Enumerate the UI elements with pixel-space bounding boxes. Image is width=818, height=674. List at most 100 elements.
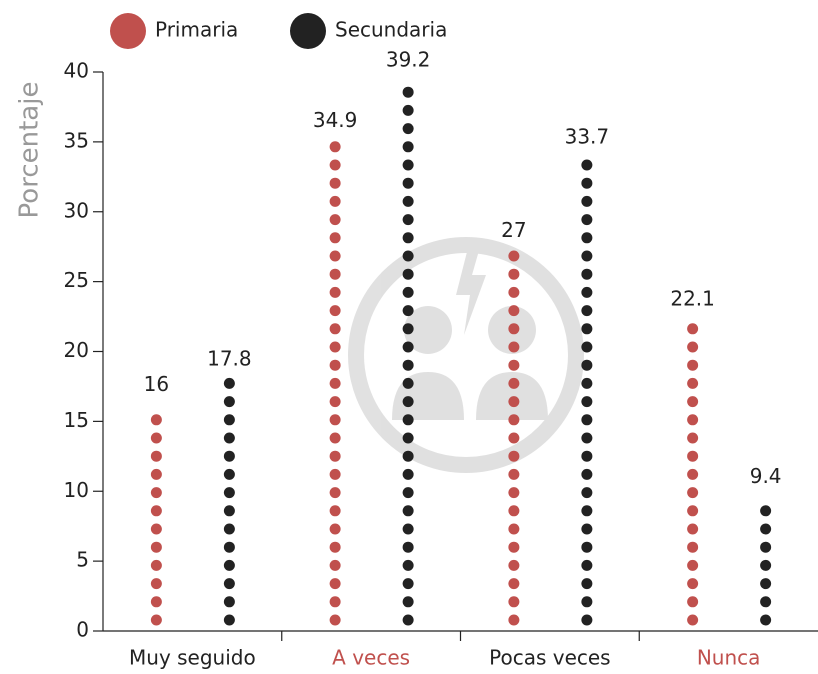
dot (329, 468, 341, 480)
x-tick-label: Muy seguido (129, 646, 256, 670)
dot (223, 505, 235, 517)
dot (150, 505, 162, 517)
legend-swatch (290, 13, 326, 49)
dot (223, 578, 235, 590)
dot (223, 414, 235, 426)
dot (223, 523, 235, 535)
dot (687, 559, 699, 571)
dot (402, 578, 414, 590)
y-tick-label: 10 (64, 478, 89, 502)
dot (687, 614, 699, 626)
dot (687, 487, 699, 499)
dot (402, 123, 414, 135)
y-tick-label: 20 (64, 338, 89, 362)
dot (150, 541, 162, 553)
dot (581, 614, 593, 626)
y-tick-label: 15 (64, 408, 89, 432)
dot (687, 523, 699, 535)
dot (687, 377, 699, 389)
dot-bar (150, 414, 162, 626)
dot (150, 432, 162, 444)
dot-bar (760, 505, 772, 626)
dot (402, 214, 414, 226)
y-tick-label: 30 (64, 198, 89, 222)
dot (150, 523, 162, 535)
dot (687, 468, 699, 480)
dot (150, 578, 162, 590)
dot (581, 159, 593, 171)
dot (402, 559, 414, 571)
dot (508, 450, 520, 462)
dot (329, 141, 341, 153)
dot (150, 468, 162, 480)
dot (329, 450, 341, 462)
dot (402, 341, 414, 353)
dot (581, 578, 593, 590)
dot (508, 578, 520, 590)
dot-bar (687, 323, 699, 626)
value-label: 16 (144, 372, 169, 396)
dot (508, 541, 520, 553)
dot (329, 177, 341, 189)
dot (402, 396, 414, 408)
dot (508, 396, 520, 408)
dot (402, 250, 414, 262)
watermark (348, 237, 584, 473)
dot (223, 596, 235, 608)
dot (329, 414, 341, 426)
dot (581, 341, 593, 353)
dot (760, 596, 772, 608)
dot (402, 432, 414, 444)
dot (508, 414, 520, 426)
x-tick-label: Pocas veces (489, 646, 610, 670)
dot (402, 377, 414, 389)
dot (402, 286, 414, 298)
dot (508, 286, 520, 298)
dot (581, 487, 593, 499)
value-label: 39.2 (386, 48, 431, 72)
dot (402, 195, 414, 207)
dot (402, 487, 414, 499)
dot (150, 596, 162, 608)
dot (508, 305, 520, 317)
dot (402, 141, 414, 153)
dot (508, 323, 520, 335)
dot (581, 377, 593, 389)
dot (508, 250, 520, 262)
dot (760, 541, 772, 553)
dot (508, 377, 520, 389)
dot (581, 559, 593, 571)
dot (581, 214, 593, 226)
y-tick-label: 40 (64, 59, 89, 83)
dot (581, 268, 593, 280)
dot (329, 487, 341, 499)
dot (581, 177, 593, 189)
value-label: 22.1 (670, 287, 715, 311)
dot (687, 323, 699, 335)
dot (223, 377, 235, 389)
x-tick-label: A veces (332, 646, 410, 670)
dot (508, 268, 520, 280)
dot (150, 559, 162, 571)
dot (402, 596, 414, 608)
dot (329, 359, 341, 371)
dot (402, 159, 414, 171)
dot (760, 559, 772, 571)
dot (581, 359, 593, 371)
dot (402, 359, 414, 371)
y-tick-label: 0 (76, 618, 89, 642)
dot (687, 578, 699, 590)
dot (402, 414, 414, 426)
dot (402, 323, 414, 335)
dot (150, 414, 162, 426)
dot (329, 541, 341, 553)
value-label: 34.9 (313, 108, 358, 132)
dot (581, 414, 593, 426)
dot (687, 541, 699, 553)
legend-label: Secundaria (335, 18, 447, 42)
dot (402, 177, 414, 189)
legend-label: Primaria (155, 18, 238, 42)
dot (329, 323, 341, 335)
dot (223, 487, 235, 499)
dot (329, 195, 341, 207)
